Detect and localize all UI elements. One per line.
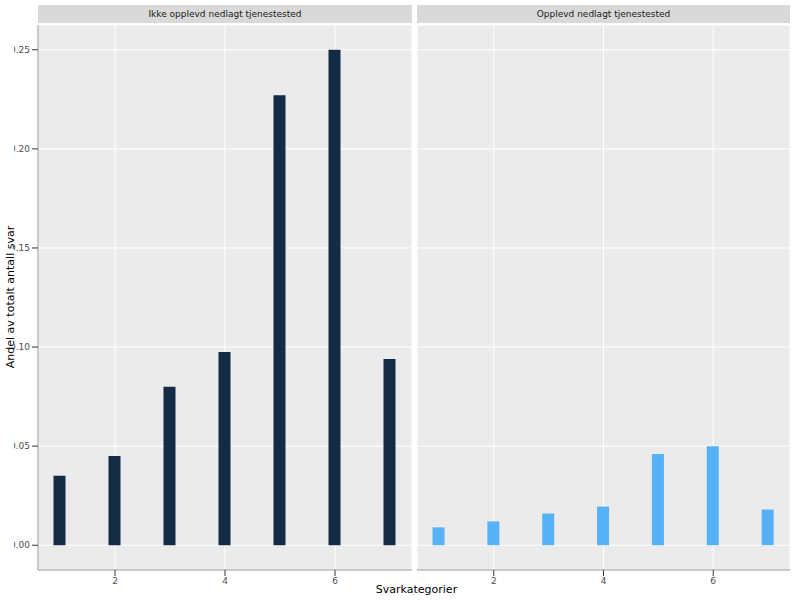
- svg-text:4: 4: [601, 576, 607, 586]
- html-text:Ikke opplevd nedlagt tjenestes: Ikke opplevd nedlagt tjenestested: [148, 9, 302, 19]
- svg-text:0.20: 0.20: [14, 144, 30, 154]
- svg-text:0.05: 0.05: [14, 441, 30, 451]
- html-text:Andel av totalt antall svar: Andel av totalt antall svar: [3, 225, 17, 369]
- svg-text:0.00: 0.00: [14, 540, 30, 550]
- svg-text:4: 4: [222, 576, 228, 586]
- html-text:Opplevd nedlagt tjenestested: Opplevd nedlagt tjenestested: [536, 9, 671, 19]
- svg-text:6: 6: [710, 576, 716, 586]
- svg-text:2: 2: [112, 576, 118, 586]
- svg-text:0.25: 0.25: [14, 45, 30, 55]
- html-text:Svarkategorier: Svarkategorier: [375, 583, 458, 596]
- svg-text:6: 6: [332, 576, 338, 586]
- svg-text:2: 2: [491, 576, 497, 586]
